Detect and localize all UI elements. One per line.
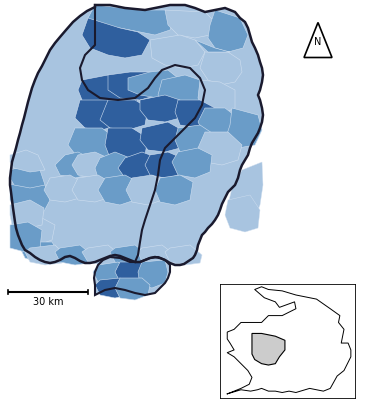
Polygon shape xyxy=(118,152,158,180)
Polygon shape xyxy=(227,287,351,394)
Polygon shape xyxy=(10,165,45,188)
Polygon shape xyxy=(225,195,260,232)
Polygon shape xyxy=(198,108,238,138)
Polygon shape xyxy=(68,128,115,160)
Polygon shape xyxy=(175,100,215,128)
Polygon shape xyxy=(95,152,130,180)
Polygon shape xyxy=(126,175,165,205)
Polygon shape xyxy=(94,257,170,295)
Polygon shape xyxy=(198,80,235,115)
Polygon shape xyxy=(155,175,193,205)
Polygon shape xyxy=(100,100,148,130)
Polygon shape xyxy=(10,150,45,172)
Polygon shape xyxy=(98,175,138,205)
Polygon shape xyxy=(165,245,202,265)
Polygon shape xyxy=(115,262,150,285)
Polygon shape xyxy=(198,132,242,165)
Polygon shape xyxy=(10,200,44,228)
Polygon shape xyxy=(20,242,60,263)
Polygon shape xyxy=(165,10,215,38)
Text: 30 km: 30 km xyxy=(33,297,63,307)
Polygon shape xyxy=(10,5,263,265)
Polygon shape xyxy=(78,75,140,115)
Polygon shape xyxy=(158,75,205,112)
Polygon shape xyxy=(82,245,120,265)
Polygon shape xyxy=(138,260,168,288)
Polygon shape xyxy=(10,222,42,252)
Polygon shape xyxy=(200,52,242,85)
Polygon shape xyxy=(115,278,150,300)
Polygon shape xyxy=(195,40,230,52)
Polygon shape xyxy=(55,152,90,178)
Polygon shape xyxy=(150,35,205,68)
Polygon shape xyxy=(72,152,108,178)
Polygon shape xyxy=(10,180,50,218)
Polygon shape xyxy=(93,262,128,285)
Polygon shape xyxy=(108,72,162,100)
Polygon shape xyxy=(72,175,110,202)
Polygon shape xyxy=(138,245,175,265)
Polygon shape xyxy=(44,175,82,202)
Polygon shape xyxy=(110,245,148,265)
Polygon shape xyxy=(228,162,263,225)
Polygon shape xyxy=(140,122,182,152)
Polygon shape xyxy=(15,218,55,245)
Polygon shape xyxy=(175,125,215,155)
Polygon shape xyxy=(208,10,248,52)
Polygon shape xyxy=(82,18,150,58)
Polygon shape xyxy=(252,334,285,365)
Polygon shape xyxy=(145,152,182,178)
Polygon shape xyxy=(25,245,65,265)
Polygon shape xyxy=(95,278,130,298)
Polygon shape xyxy=(172,148,212,178)
Polygon shape xyxy=(55,245,92,265)
Polygon shape xyxy=(225,108,262,148)
Polygon shape xyxy=(105,128,148,160)
Polygon shape xyxy=(75,100,120,130)
Polygon shape xyxy=(128,70,178,98)
Text: N: N xyxy=(314,37,322,47)
Polygon shape xyxy=(88,5,175,35)
Polygon shape xyxy=(140,95,180,122)
